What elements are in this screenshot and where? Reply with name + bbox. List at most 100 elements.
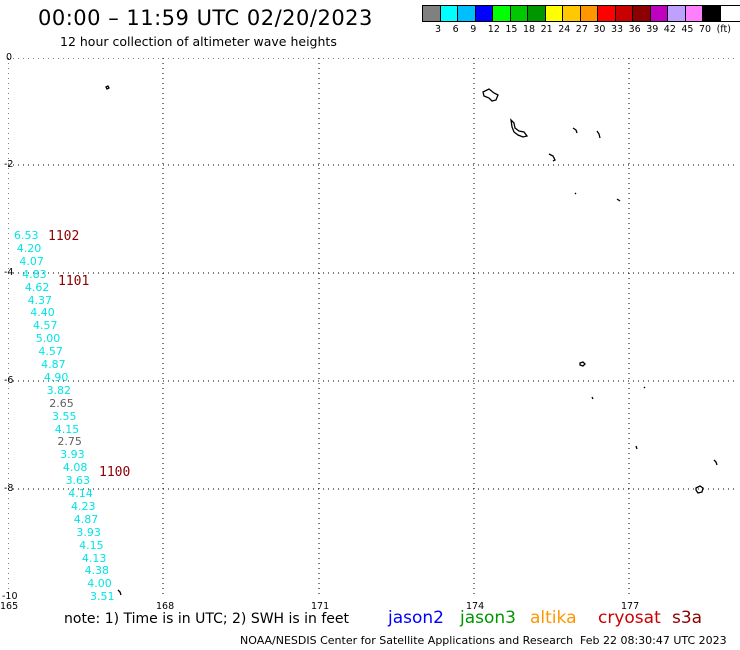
legend-label: 9 — [470, 24, 477, 35]
legend-swatch — [703, 6, 721, 21]
x-tick-label: 168 — [156, 601, 175, 612]
wave-height-value: 4.57 — [33, 319, 58, 333]
legend-label: 39 — [646, 24, 659, 35]
wave-height-value: 4.90 — [43, 370, 69, 384]
y-tick-label: -4 — [4, 267, 14, 278]
legend-label: 21 — [540, 24, 553, 35]
legend-swatch — [563, 6, 581, 21]
island — [635, 445, 638, 450]
island — [117, 589, 122, 596]
legend-labels: 3 6 9 12 15 18 21 24 27 30 33 36 39 42 45 70 (ft) — [422, 22, 740, 36]
legend-swatch — [580, 6, 598, 21]
wave-height-value: 6.53 — [14, 229, 39, 242]
wave-height-value: 4.14 — [68, 487, 93, 500]
legend-label: 33 — [611, 24, 624, 35]
legend-label: 36 — [628, 24, 641, 35]
island — [596, 130, 601, 139]
legend-swatch — [633, 6, 651, 21]
wave-height-value: 4.87 — [41, 358, 66, 371]
x-tick-label: 165 — [0, 601, 19, 612]
wave-height-value: 3.63 — [65, 474, 91, 488]
legend-swatch — [493, 6, 511, 21]
buoy-label: 1102 — [48, 229, 80, 244]
satellite-altika: altika — [530, 608, 577, 628]
island — [510, 118, 529, 138]
legend-swatch — [545, 6, 563, 21]
wave-height-value: 3.82 — [46, 383, 72, 397]
legend-swatch — [440, 6, 458, 21]
legend-label: 45 — [681, 24, 694, 35]
wave-height-value: 4.08 — [62, 461, 88, 475]
satellite-jason2: jason2 — [388, 608, 444, 628]
wave-height-value: 5.00 — [35, 332, 61, 346]
grid-lines — [8, 58, 738, 598]
legend-label: 70 — [699, 24, 712, 35]
islands — [105, 85, 718, 596]
y-tick-label: -2 — [4, 159, 14, 170]
legend-label: 27 — [575, 24, 588, 35]
legend-swatch — [458, 6, 476, 21]
legend-label: 6 — [452, 24, 459, 35]
map-subtitle: 12 hour collection of altimeter wave hei… — [60, 34, 337, 49]
y-tick-label: -6 — [4, 375, 14, 386]
color-legend: 3 6 9 12 15 18 21 24 27 30 33 36 39 42 45 70 (ft) — [422, 5, 740, 36]
wave-height-value: 4.07 — [19, 254, 44, 268]
wave-height-value: 3.55 — [52, 409, 77, 423]
legend-swatch — [650, 6, 668, 21]
island — [482, 88, 499, 102]
legend-label: 3 — [435, 24, 442, 35]
legend-label: 30 — [593, 24, 606, 35]
legend-label: 18 — [523, 24, 536, 35]
buoy-label: 1100 — [99, 465, 131, 480]
source-credit: NOAA/NESDIS Center for Satellite Applica… — [240, 634, 574, 647]
legend-swatch — [598, 6, 616, 21]
x-tick-label: 177 — [621, 601, 640, 612]
wave-height-value: 4.23 — [71, 499, 96, 513]
legend-label: 12 — [487, 24, 500, 35]
island — [713, 459, 718, 466]
island — [548, 153, 556, 162]
island — [591, 396, 594, 400]
legend-label: 42 — [663, 24, 676, 35]
legend-swatch — [685, 6, 703, 21]
legend-swatch — [475, 6, 493, 21]
legend-swatches — [422, 5, 740, 22]
wave-height-value: 4.38 — [84, 564, 110, 578]
generated-timestamp: Feb 22 08:30:47 UTC 2023 — [580, 634, 727, 647]
wave-height-value: 4.83 — [22, 267, 47, 281]
wave-height-value: 2.75 — [57, 435, 82, 449]
legend-swatch — [510, 6, 528, 21]
wave-height-value: 4.62 — [24, 280, 50, 294]
wave-height-value: 4.13 — [81, 551, 107, 565]
buoy-label: 1101 — [58, 274, 90, 289]
satellite-cryosat: cryosat — [598, 608, 661, 628]
wave-height-value: 2.65 — [49, 396, 74, 410]
legend-swatch — [528, 6, 546, 21]
island — [695, 485, 704, 494]
island — [105, 85, 110, 90]
wave-height-value: 4.20 — [16, 241, 42, 255]
island — [643, 386, 646, 389]
wave-height-value: 4.15 — [79, 538, 104, 552]
legend-label: 24 — [558, 24, 571, 35]
y-tick-label: -8 — [4, 483, 14, 494]
wave-height-value: 4.00 — [87, 577, 112, 591]
satellite-s3a: s3a — [672, 608, 703, 628]
wave-height-value: 4.57 — [38, 345, 63, 359]
map-title: 00:00 – 11:59 UTC 02/20/2023 — [38, 6, 373, 30]
legend-label: (ft) — [716, 24, 731, 35]
wave-height-value: 3.93 — [76, 525, 101, 539]
x-tick-label: 174 — [466, 601, 485, 612]
wave-height-value: 4.87 — [73, 512, 99, 526]
y-tick-label: 0 — [6, 52, 13, 63]
wave-height-value: 4.40 — [30, 306, 55, 320]
footnote: note: 1) Time is in UTC; 2) SWH is in fe… — [64, 611, 350, 627]
wave-height-value: 4.37 — [27, 293, 53, 307]
x-tick-label: 171 — [311, 601, 330, 612]
legend-swatch — [615, 6, 633, 21]
wave-height-value: 3.93 — [60, 448, 85, 462]
legend-label: 15 — [505, 24, 518, 35]
wave-height-value: 3.51 — [90, 590, 115, 604]
island — [574, 192, 577, 195]
island — [572, 127, 578, 134]
